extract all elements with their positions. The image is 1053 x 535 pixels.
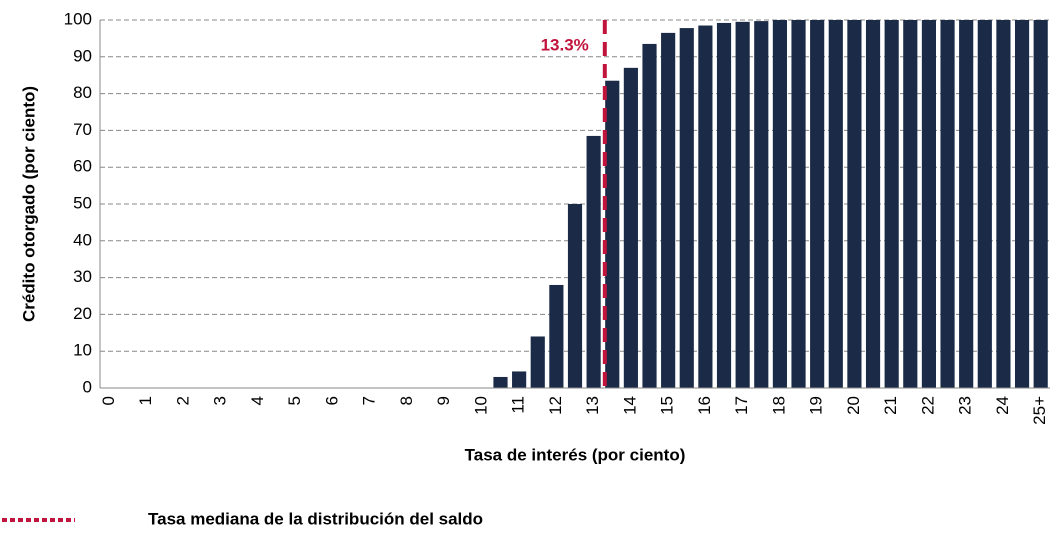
- bar: [884, 20, 899, 388]
- x-tick-label: 23: [956, 396, 975, 415]
- bar: [754, 21, 769, 388]
- x-tick-label: 5: [285, 396, 304, 405]
- bar: [642, 43, 657, 389]
- y-tick-label: 80: [73, 83, 92, 102]
- y-tick-label: 60: [73, 157, 92, 176]
- bar: [1014, 20, 1030, 388]
- bar: [959, 20, 974, 388]
- x-tick-label: 13: [583, 396, 602, 415]
- x-tick-label: 24: [993, 396, 1012, 415]
- bar: [586, 135, 601, 388]
- y-tick-label: 40: [73, 230, 92, 249]
- x-tick-label: 20: [844, 396, 863, 415]
- x-tick-label: 9: [434, 396, 453, 405]
- bar: [810, 20, 825, 388]
- bar: [623, 67, 638, 388]
- bar: [679, 28, 694, 388]
- y-tick-label: 90: [73, 46, 92, 65]
- x-tick-label: 11: [509, 396, 528, 414]
- y-tick-label: 100: [64, 9, 92, 28]
- x-tick-label: 8: [397, 396, 416, 405]
- y-tick-label: 0: [83, 377, 92, 396]
- bar: [977, 20, 992, 388]
- x-tick-label: 4: [248, 396, 267, 405]
- y-tick-label: 20: [73, 304, 92, 323]
- bar: [530, 336, 545, 388]
- x-tick-label: 7: [360, 396, 379, 405]
- x-tick-label: 14: [620, 396, 639, 415]
- x-tick-label: 0: [99, 396, 118, 405]
- bar: [605, 80, 620, 388]
- x-tick-label: 12: [546, 396, 565, 415]
- x-tick-label: 22: [918, 396, 937, 415]
- bar: [549, 284, 564, 388]
- x-tick-label: 2: [173, 396, 192, 405]
- bar: [791, 20, 806, 388]
- x-axis-title: Tasa de interés (por ciento): [465, 445, 686, 464]
- bar: [903, 20, 918, 388]
- bar: [512, 371, 527, 388]
- bar: [716, 22, 732, 388]
- y-tick-label: 70: [73, 120, 92, 139]
- y-axis-title: Crédito otorgado (por ciento): [19, 86, 38, 322]
- bar: [847, 20, 862, 388]
- x-tick-label: 1: [136, 396, 155, 405]
- bar: [698, 25, 713, 389]
- bar: [567, 204, 583, 388]
- bar: [735, 21, 750, 389]
- y-tick-label: 50: [73, 193, 92, 212]
- bar: [772, 20, 787, 388]
- x-tick-label: 17: [732, 396, 751, 415]
- bar: [940, 20, 955, 388]
- bar: [1033, 20, 1048, 388]
- x-tick-label: 16: [695, 396, 714, 415]
- y-tick-label: 10: [73, 341, 92, 360]
- bar: [996, 20, 1011, 388]
- x-tick-label: 6: [322, 396, 341, 405]
- x-tick-label: 15: [658, 396, 677, 415]
- bar: [828, 20, 843, 388]
- bar: [661, 32, 676, 388]
- x-tick-label: 21: [881, 396, 900, 415]
- x-tick-label: 19: [807, 396, 826, 415]
- bar: [921, 20, 936, 388]
- x-tick-label: 25+: [1030, 396, 1049, 425]
- bar: [865, 20, 881, 388]
- y-tick-label: 30: [73, 267, 92, 286]
- reference-label: 13.3%: [541, 35, 589, 54]
- x-tick-label: 3: [211, 396, 230, 405]
- x-tick-label: 18: [769, 396, 788, 415]
- x-tick-label: 10: [471, 396, 490, 415]
- legend-label: Tasa mediana de la distribución del sald…: [148, 509, 483, 528]
- bar: [493, 376, 508, 388]
